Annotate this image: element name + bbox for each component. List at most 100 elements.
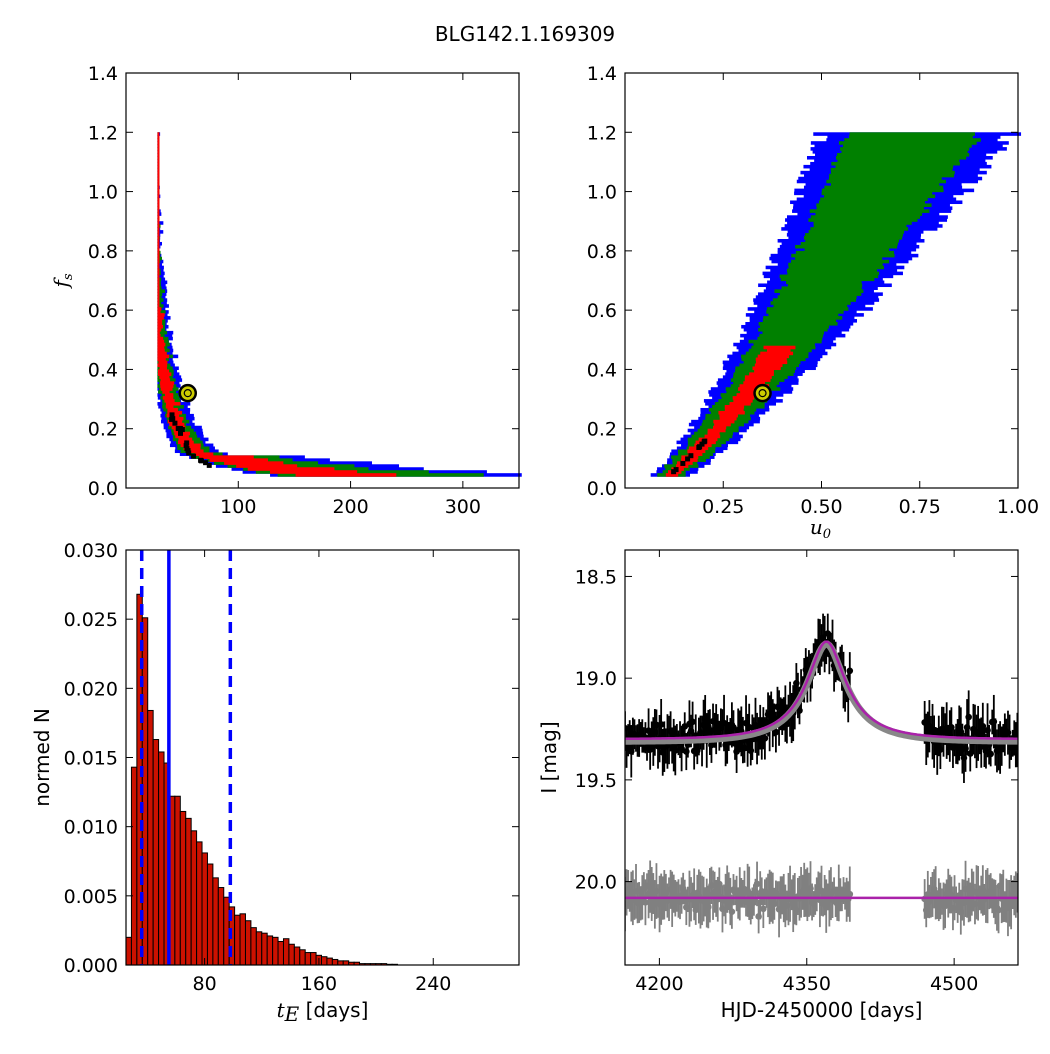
histogram-bar [217,887,225,966]
likelihood-cell-red [157,316,164,320]
y-tick-label: 0.6 [587,300,617,322]
y-tick-label: 20.0 [575,872,617,894]
y-tick-label: 0.0 [587,478,617,500]
y-tick-label: 0.8 [587,241,617,263]
likelihood-cell-red [160,384,174,388]
likelihood-cell-red [183,446,201,451]
likelihood-cell-red [755,357,787,362]
likelihood-cell-red [169,416,184,421]
likelihood-cell-green [157,327,166,332]
likelihood-cell-black [191,453,197,459]
histogram-bar [277,940,284,966]
data-point [657,721,665,728]
likelihood-cell-red [209,458,268,462]
residual-point [728,908,736,915]
best-fit-marker [753,383,772,403]
likelihood-cell-red [157,354,170,359]
likelihood-cell-red [676,464,689,468]
likelihood-cell-red [157,322,163,326]
likelihood-cell-red [157,227,160,231]
x-tick-label: 160 [301,973,337,995]
likelihood-cell-green [791,253,895,258]
x-axis-label: tE [days] [277,998,369,1026]
likelihood-cell-green [787,283,863,288]
likelihood-cell-green [810,215,920,219]
likelihood-cell-black [184,440,190,446]
likelihood-cell-black [169,416,175,422]
histogram-bar [147,709,154,966]
likelihood-cell-black [177,425,183,431]
likelihood-cell-red [162,390,170,394]
likelihood-cell-red [157,203,160,207]
likelihood-cell-green [157,256,162,261]
likelihood-cell-red [157,304,160,308]
likelihood-cell-red [687,452,703,456]
likelihood-cell-red [165,402,181,406]
likelihood-cell-red [739,384,770,388]
x-axis-label-main: u [810,515,823,539]
likelihood-cell-green [826,179,947,184]
likelihood-cell-green [849,135,973,139]
histogram-bar [326,957,333,966]
likelihood-cell-green [157,330,168,335]
likelihood-cell-red [157,156,160,160]
panel-fs-vs-u0: 0.25 0.50 0.75 1.00 0.0 0.2 0.4 0.6 0.8 1.0 1.2 1.4… [587,63,1039,542]
panel-tE-histogram: 80 160 240 0.000 0.005 0.010 0.015 0.020 0.025 0.… [30,540,520,1026]
likelihood-cell-black [186,450,192,456]
likelihood-cell-red [157,247,160,252]
likelihood-cell-green [840,147,970,151]
likelihood-cell-red [157,236,160,240]
likelihood-cell-green [831,161,960,166]
likelihood-cell-green [788,262,883,267]
residual-point [642,898,649,906]
likelihood-cell-green [810,227,909,231]
y-axis-label: fs [49,273,76,289]
likelihood-cell-green [842,144,972,148]
y-tick-label: 0.015 [64,748,118,770]
likelihood-cell-green [766,307,849,311]
x-axis-label: HJD-2450000 [days] [721,998,923,1022]
likelihood-cell-red [729,402,751,406]
y-axis-label-sub: s [61,273,76,280]
likelihood-cell-red [157,357,166,362]
histogram-bar [304,952,312,966]
likelihood-cell-black [206,462,212,468]
histogram-bar [299,949,306,966]
likelihood-cell-red [157,256,160,261]
likelihood-cell-red [157,268,160,273]
likelihood-cell-green [849,132,975,136]
y-tick-label: 1.2 [88,122,118,144]
data-point [987,750,994,758]
likelihood-cell-green [841,150,968,154]
likelihood-cell-blue [157,230,164,234]
likelihood-cell-red [157,167,160,172]
likelihood-cell-red [157,345,165,350]
likelihood-cell-red [157,319,163,323]
likelihood-cell-red [157,138,160,142]
likelihood-cell-red [157,173,160,178]
likelihood-cell-green [779,274,879,279]
likelihood-cell-red [732,396,755,400]
likelihood-cell-red [724,405,745,409]
likelihood-cell-green [763,316,843,320]
likelihood-cell-red [158,360,168,365]
likelihood-cell-green [157,295,162,299]
page-title: BLG142.1.169309 [434,22,616,46]
likelihood-cell-red [175,434,189,439]
likelihood-cell-green [157,292,163,296]
y-axis-label: normed N [30,708,54,807]
x-tick-label: 0.50 [800,496,842,518]
likelihood-cell-red [757,354,790,359]
likelihood-cell-blue [157,277,166,282]
likelihood-cell-red [687,449,706,454]
likelihood-cell-green [835,164,954,169]
likelihood-cell-red [157,150,160,154]
likelihood-cell-red [157,274,160,279]
y-tick-label: 19.0 [575,668,617,690]
likelihood-cell-red [178,437,193,442]
histogram-bar [158,751,165,966]
likelihood-cell-black [680,460,686,466]
panel-light-curve: 4200 4350 4500 18.5 19.0 19.5 20.0 HJD-2450000 … [537,549,1019,1022]
likelihood-cell-red [159,366,167,371]
x-axis-label-main: t [277,998,286,1022]
